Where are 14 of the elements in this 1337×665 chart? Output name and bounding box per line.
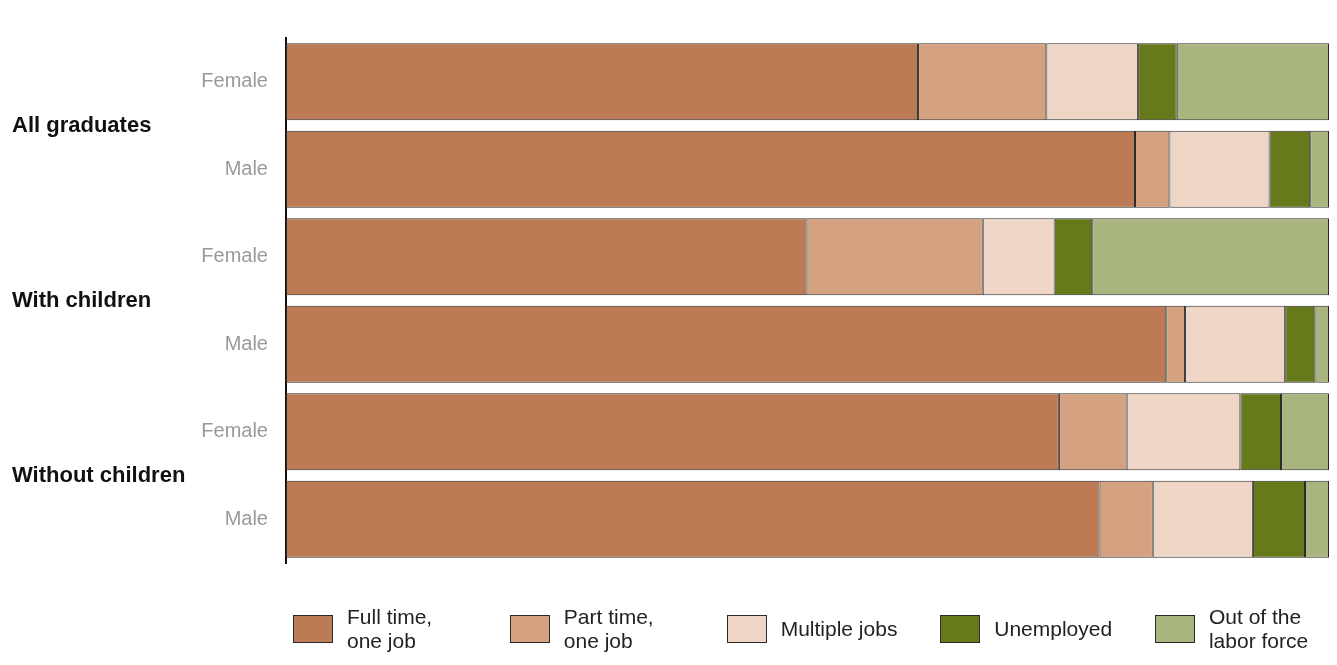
y-tick-label: Female [201, 244, 268, 267]
text: With children [12, 286, 152, 312]
legend-label: Unemployed [994, 617, 1113, 641]
text: All graduates [12, 111, 152, 137]
y-tick-label: Male [224, 156, 268, 179]
legend-label: Multiple jobs [780, 617, 898, 641]
y-tick-label: Male [224, 506, 268, 529]
y-tick-label: Female [201, 69, 268, 92]
y-tick-label: Male [224, 331, 268, 354]
text: Without children [12, 461, 186, 487]
y-tick-label: Female [201, 419, 268, 442]
text: Full time, one job [347, 605, 434, 653]
legend-label: Out of the labor force [1208, 605, 1310, 653]
legend-label: Part time, one job [563, 605, 655, 653]
